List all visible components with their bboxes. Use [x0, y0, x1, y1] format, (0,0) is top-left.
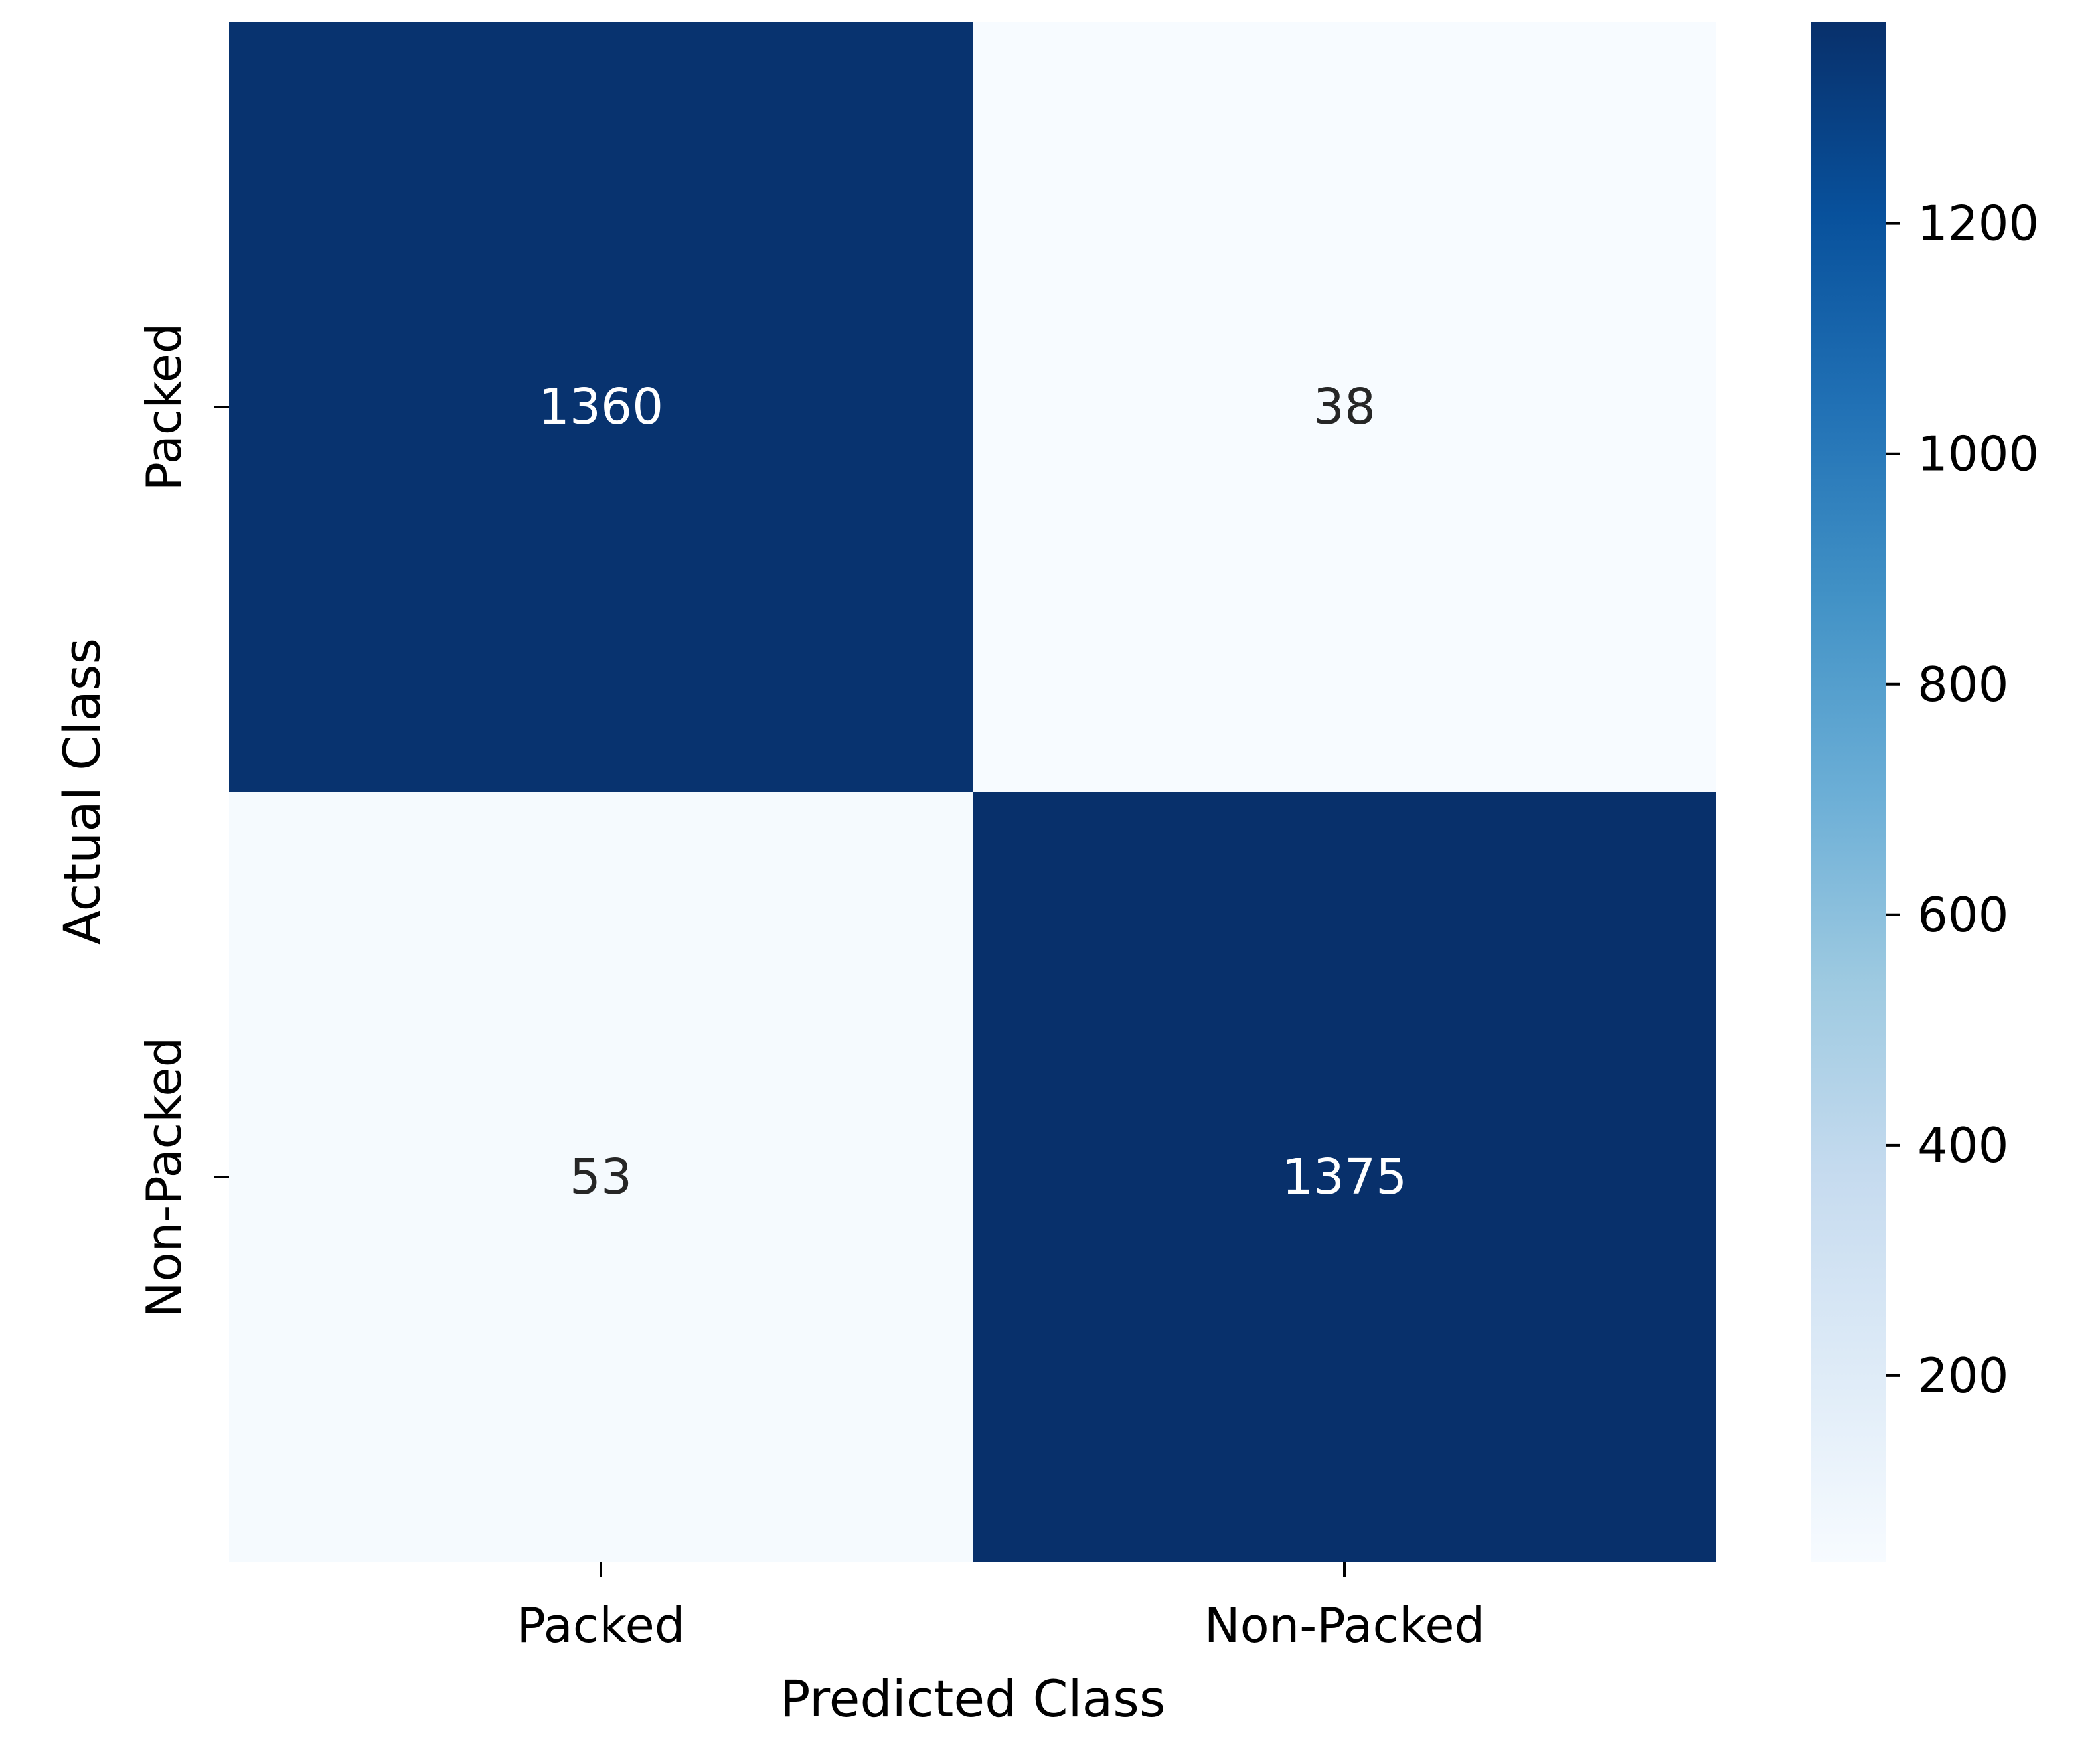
x-axis-ticks: Packed Non-Packed — [517, 1562, 1485, 1653]
colorbar-tick-label: 600 — [1917, 887, 2008, 943]
cell-value-label: 53 — [570, 1149, 632, 1206]
x-tick-label: Non-Packed — [1204, 1597, 1485, 1653]
cell-value-label: 1375 — [1282, 1149, 1407, 1206]
y-tick-label: Non-Packed — [136, 1037, 192, 1318]
cell-value-label: 1360 — [538, 378, 663, 436]
heatmap-cell — [973, 792, 1716, 1562]
colorbar-gradient — [1811, 22, 1886, 1562]
colorbar-ticks: 200 400 600 800 1000 1200 — [1886, 196, 2039, 1403]
y-tick-label: Packed — [136, 323, 192, 491]
colorbar-tick-label: 400 — [1917, 1117, 2008, 1173]
colorbar-tick-label: 1000 — [1917, 426, 2039, 482]
heatmap-cell — [229, 792, 973, 1562]
y-axis-label: Actual Class — [52, 638, 112, 945]
colorbar-tick-label: 1200 — [1917, 196, 2039, 252]
x-axis-label: Predicted Class — [780, 1669, 1166, 1728]
colorbar: 200 400 600 800 1000 1200 — [1811, 22, 2039, 1562]
heatmap-cells: 1360 38 53 1375 — [229, 22, 1716, 1562]
y-axis-ticks: Packed Non-Packed — [136, 323, 229, 1317]
colorbar-tick-label: 800 — [1917, 657, 2008, 712]
x-tick-label: Packed — [517, 1597, 685, 1653]
heatmap-cell — [229, 22, 973, 792]
heatmap-cell — [973, 22, 1716, 792]
cell-value-label: 38 — [1313, 378, 1376, 436]
colorbar-tick-label: 200 — [1917, 1348, 2008, 1403]
